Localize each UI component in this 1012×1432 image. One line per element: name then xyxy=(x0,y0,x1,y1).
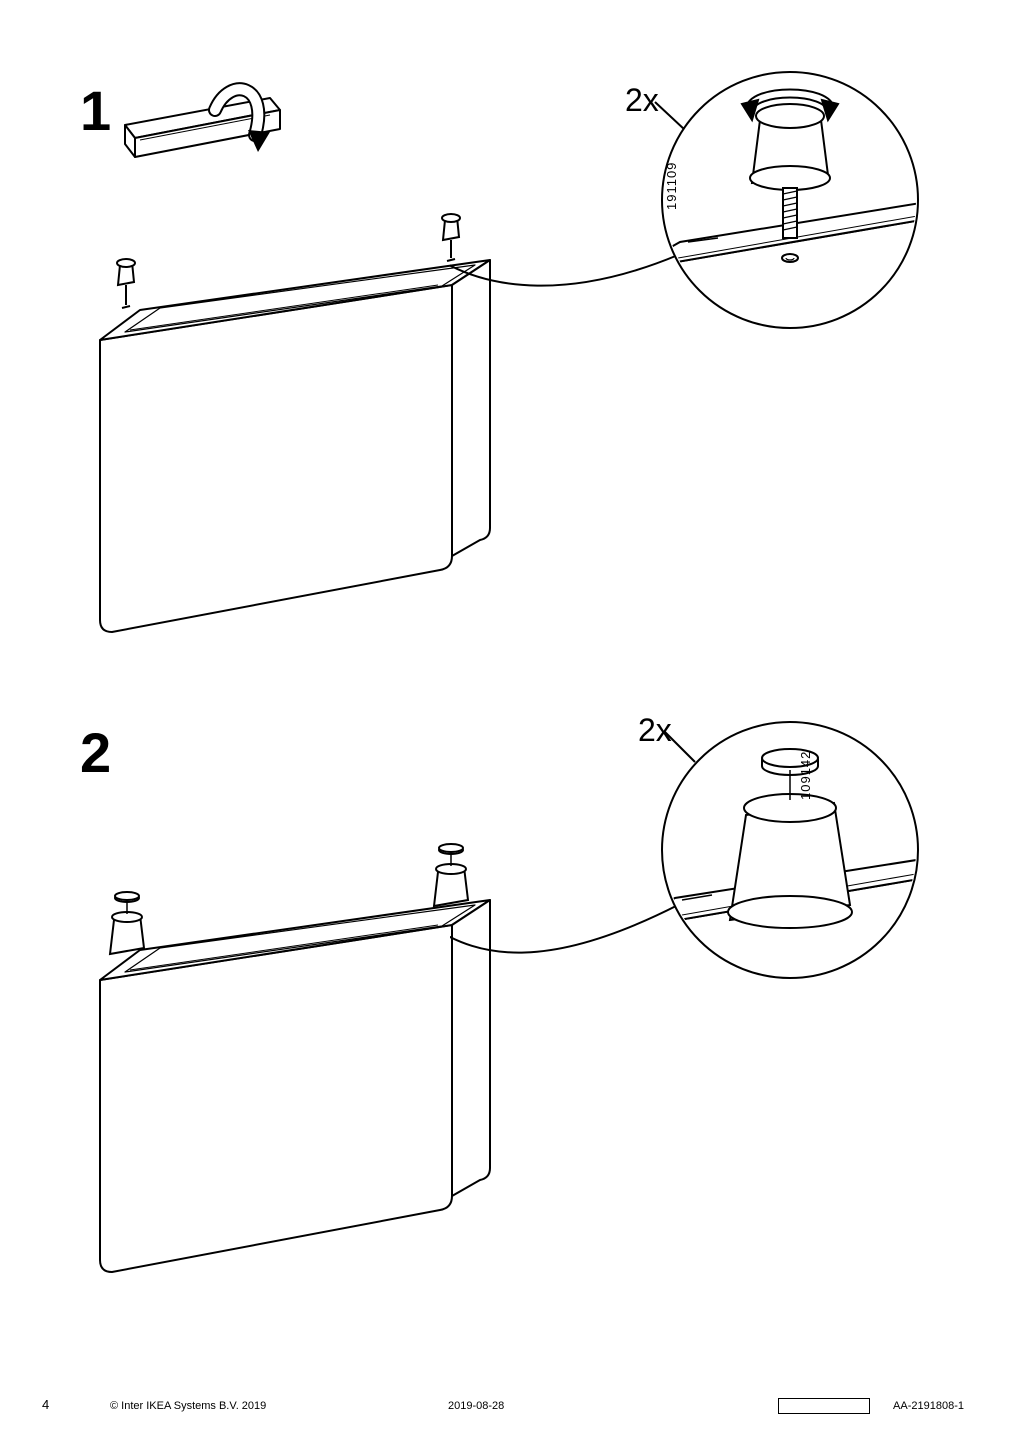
barcode-placeholder xyxy=(778,1398,870,1414)
footer: 4 © Inter IKEA Systems B.V. 2019 2019-08… xyxy=(0,1392,1012,1412)
copyright-text: © Inter IKEA Systems B.V. 2019 xyxy=(110,1400,266,1412)
instruction-page: 1 xyxy=(0,0,1012,1432)
step-2-detail xyxy=(450,700,970,1020)
document-id: AA-2191808-1 xyxy=(893,1400,964,1412)
footer-date: 2019-08-28 xyxy=(448,1400,504,1412)
page-number: 4 xyxy=(42,1397,49,1412)
step-2-main-illustration xyxy=(70,780,500,1340)
step-2-part-number: 109142 xyxy=(798,751,813,800)
step-1-detail xyxy=(450,70,970,370)
step-1-main-illustration xyxy=(70,80,500,660)
step-1-part-number: 191109 xyxy=(664,162,679,210)
step-2-number: 2 xyxy=(80,720,111,785)
